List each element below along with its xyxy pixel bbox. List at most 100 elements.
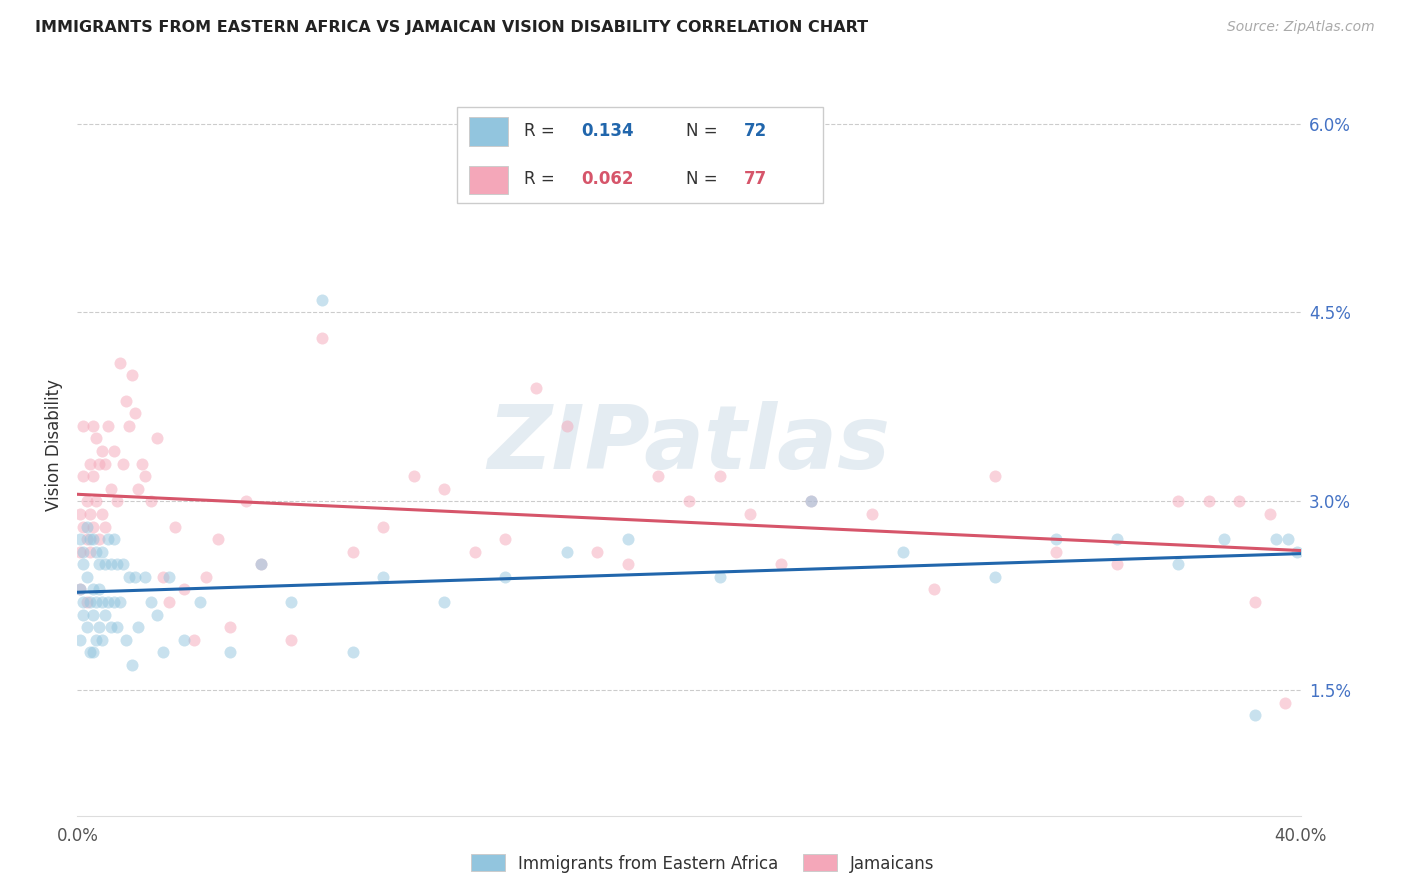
Point [115, 632, 138, 647]
Point [157, 595, 180, 609]
Point [740, 507, 762, 521]
Point [1229, 494, 1251, 508]
Point [76, 532, 98, 546]
Point [173, 582, 195, 597]
Point [79, 645, 101, 659]
Point [90, 595, 112, 609]
Point [90, 632, 112, 647]
Point [100, 620, 122, 634]
Point [1258, 507, 1281, 521]
Point [84, 545, 107, 559]
Point [105, 494, 128, 508]
Point [112, 457, 135, 471]
Point [250, 558, 273, 572]
Point [76, 494, 98, 508]
Point [371, 519, 394, 533]
Point [1107, 532, 1129, 546]
Point [124, 570, 146, 584]
Point [1198, 494, 1220, 508]
Point [76, 595, 98, 609]
Point [79, 457, 101, 471]
Point [586, 545, 609, 559]
Point [647, 469, 669, 483]
FancyBboxPatch shape [468, 118, 508, 145]
Point [87, 620, 110, 634]
Point [1277, 532, 1299, 546]
Point [219, 645, 242, 659]
Point [124, 406, 146, 420]
Point [82, 418, 104, 433]
Text: 0.062: 0.062 [581, 170, 634, 188]
Point [402, 469, 425, 483]
Point [433, 595, 456, 609]
Point [134, 469, 156, 483]
Point [194, 570, 217, 584]
Point [112, 558, 135, 572]
Point [800, 494, 823, 508]
FancyBboxPatch shape [468, 166, 508, 194]
Point [250, 558, 273, 572]
Point [84, 595, 107, 609]
Point [617, 532, 640, 546]
Point [82, 532, 104, 546]
Point [342, 545, 364, 559]
Point [219, 620, 242, 634]
Point [134, 570, 156, 584]
Point [207, 532, 229, 546]
Point [709, 570, 731, 584]
Point [84, 632, 107, 647]
Point [139, 595, 162, 609]
Point [121, 368, 143, 383]
Point [678, 494, 700, 508]
Point [72, 545, 94, 559]
Point [82, 607, 104, 622]
Point [1286, 545, 1309, 559]
Point [84, 494, 107, 508]
Point [72, 519, 94, 533]
Point [311, 293, 333, 307]
Point [235, 494, 257, 508]
Text: ZIPatlas: ZIPatlas [488, 401, 890, 488]
Point [69, 507, 91, 521]
Point [1243, 595, 1265, 609]
Point [183, 632, 205, 647]
Y-axis label: Vision Disability: Vision Disability [45, 379, 63, 510]
Point [1045, 532, 1067, 546]
Point [97, 418, 120, 433]
Point [103, 444, 125, 458]
Point [464, 545, 486, 559]
Point [433, 482, 456, 496]
Point [82, 519, 104, 533]
Point [79, 532, 101, 546]
Point [173, 632, 195, 647]
Text: R =: R = [524, 170, 560, 188]
Point [127, 620, 149, 634]
Point [115, 393, 138, 408]
Point [90, 507, 112, 521]
Point [100, 482, 122, 496]
Point [1107, 558, 1129, 572]
Point [139, 494, 162, 508]
Text: Source: ZipAtlas.com: Source: ZipAtlas.com [1227, 20, 1375, 34]
Point [118, 570, 141, 584]
Point [90, 444, 112, 458]
Point [121, 658, 143, 673]
Point [127, 482, 149, 496]
Point [69, 545, 91, 559]
Point [79, 507, 101, 521]
Point [862, 507, 884, 521]
Point [1243, 708, 1265, 723]
Point [69, 582, 91, 597]
Text: 72: 72 [744, 121, 768, 140]
Legend: Immigrants from Eastern Africa, Jamaicans: Immigrants from Eastern Africa, Jamaican… [465, 847, 941, 880]
Point [76, 519, 98, 533]
Point [280, 595, 302, 609]
Point [769, 558, 792, 572]
Point [97, 532, 120, 546]
Point [495, 532, 517, 546]
Point [984, 469, 1007, 483]
Point [72, 558, 94, 572]
Point [1045, 545, 1067, 559]
Point [87, 558, 110, 572]
Text: N =: N = [686, 121, 723, 140]
